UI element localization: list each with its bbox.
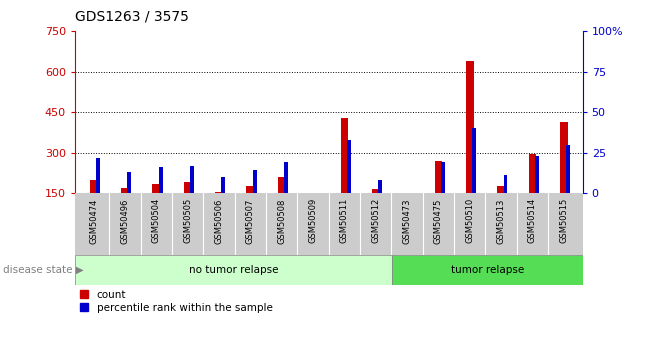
Bar xyxy=(560,121,568,234)
Bar xyxy=(409,193,413,234)
Bar xyxy=(529,154,536,234)
Bar xyxy=(184,183,191,234)
Text: GSM50512: GSM50512 xyxy=(371,198,380,244)
Text: GDS1263 / 3575: GDS1263 / 3575 xyxy=(75,10,189,24)
Bar xyxy=(535,156,538,234)
Text: GSM50509: GSM50509 xyxy=(309,198,318,244)
Bar xyxy=(472,128,476,234)
Text: GSM50508: GSM50508 xyxy=(277,198,286,244)
Bar xyxy=(309,193,317,234)
Text: tumor relapse: tumor relapse xyxy=(450,265,524,275)
Bar xyxy=(566,145,570,234)
Text: no tumor relapse: no tumor relapse xyxy=(189,265,278,275)
Text: GSM50513: GSM50513 xyxy=(497,198,506,244)
Bar xyxy=(190,166,194,234)
Bar xyxy=(221,177,225,234)
Text: GSM50496: GSM50496 xyxy=(120,198,130,244)
Text: GSM50473: GSM50473 xyxy=(402,198,411,244)
Bar xyxy=(347,140,351,234)
Bar xyxy=(253,170,256,234)
Text: GSM50505: GSM50505 xyxy=(183,198,192,244)
Bar xyxy=(340,118,348,234)
Text: GSM50507: GSM50507 xyxy=(246,198,255,244)
Bar xyxy=(247,186,255,234)
Bar xyxy=(215,192,223,234)
Text: disease state ▶: disease state ▶ xyxy=(3,265,84,275)
Bar xyxy=(378,180,382,234)
Bar xyxy=(316,193,319,234)
Bar xyxy=(441,162,445,234)
Bar xyxy=(96,158,100,234)
Bar xyxy=(284,162,288,234)
Bar xyxy=(152,184,160,234)
Text: GSM50504: GSM50504 xyxy=(152,198,161,244)
Text: GSM50475: GSM50475 xyxy=(434,198,443,244)
FancyBboxPatch shape xyxy=(75,255,392,285)
Bar xyxy=(159,167,163,234)
Bar xyxy=(372,189,380,234)
Bar xyxy=(90,180,98,234)
Text: GSM50474: GSM50474 xyxy=(89,198,98,244)
Bar xyxy=(403,193,411,234)
Bar xyxy=(497,186,505,234)
Bar xyxy=(278,177,286,234)
Text: GSM50506: GSM50506 xyxy=(215,198,223,244)
Text: GSM50515: GSM50515 xyxy=(559,198,568,244)
Bar xyxy=(466,61,474,234)
Text: GSM50510: GSM50510 xyxy=(465,198,475,244)
Text: GSM50511: GSM50511 xyxy=(340,198,349,244)
Legend: count, percentile rank within the sample: count, percentile rank within the sample xyxy=(80,290,273,313)
Bar xyxy=(504,175,507,234)
Bar xyxy=(128,172,132,234)
Bar xyxy=(435,161,443,234)
FancyBboxPatch shape xyxy=(392,255,583,285)
Text: GSM50514: GSM50514 xyxy=(528,198,537,244)
Bar xyxy=(121,188,129,234)
